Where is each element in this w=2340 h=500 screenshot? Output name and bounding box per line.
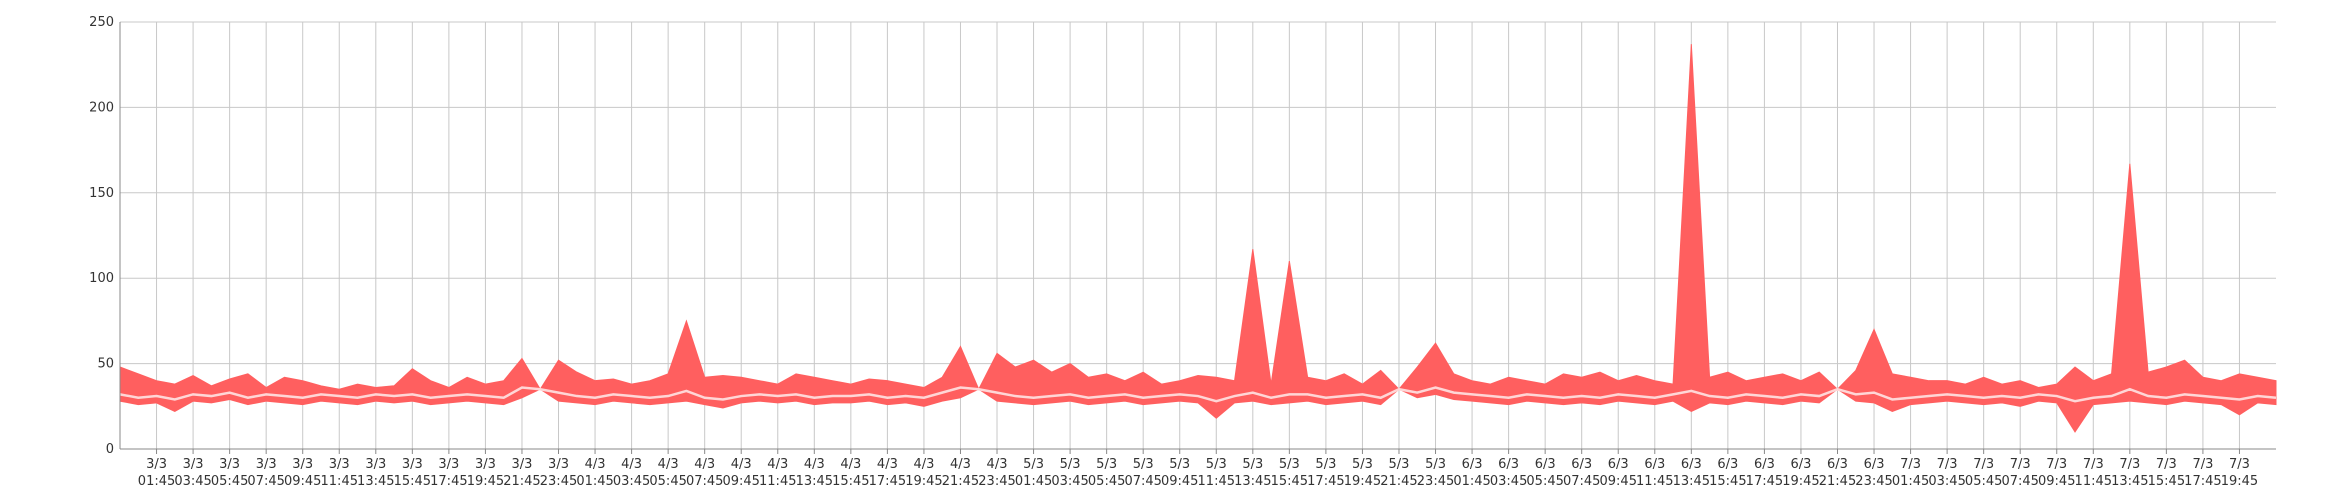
range-band [119,44,2277,433]
x-tick-label: 6/3 01:45 [1453,457,1490,489]
x-tick-label: 5/3 23:45 [1417,457,1454,489]
x-tick-label: 7/3 17:45 [2184,457,2221,489]
x-tick-label: 6/3 19:45 [1782,457,1819,489]
x-tick-label: 6/3 05:45 [1526,457,1563,489]
x-tick-label: 7/3 03:45 [1928,457,1965,489]
x-tick-label: 6/3 23:45 [1855,457,1892,489]
x-tick-label: 4/3 03:45 [613,457,650,489]
x-tick-label: 3/3 23:45 [540,457,577,489]
x-tick-label: 3/3 01:45 [138,457,175,489]
x-tick-label: 3/3 17:45 [430,457,467,489]
x-tick-label: 5/3 11:45 [1198,457,1235,489]
x-tick-label: 4/3 09:45 [722,457,759,489]
y-tick-label: 50 [97,357,114,372]
x-tick-label: 4/3 05:45 [649,457,686,489]
y-tick-label: 250 [89,15,114,30]
x-tick-label: 3/3 05:45 [211,457,248,489]
x-tick-label: 7/3 13:45 [2111,457,2148,489]
x-tick-label: 4/3 13:45 [796,457,833,489]
x-tick-label: 4/3 17:45 [869,457,906,489]
x-tick-label: 4/3 19:45 [905,457,942,489]
x-tick-label: 6/3 09:45 [1600,457,1637,489]
x-tick-label: 7/3 09:45 [2038,457,2075,489]
x-tick-label: 5/3 19:45 [1344,457,1381,489]
x-tick-label: 7/3 11:45 [2075,457,2112,489]
x-tick-label: 4/3 21:45 [942,457,979,489]
y-tick-label: 100 [89,271,114,286]
x-tick-label: 5/3 07:45 [1124,457,1161,489]
x-tick-label: 7/3 07:45 [2001,457,2038,489]
x-tick-label: 4/3 23:45 [978,457,1015,489]
x-tick-label: 4/3 15:45 [832,457,869,489]
x-tick-label: 7/3 01:45 [1892,457,1929,489]
x-tick-label: 3/3 19:45 [467,457,504,489]
x-tick-label: 5/3 15:45 [1271,457,1308,489]
y-tick-label: 200 [89,100,114,115]
x-tick-label: 3/3 21:45 [503,457,540,489]
x-tick-label: 4/3 07:45 [686,457,723,489]
x-tick-label: 5/3 13:45 [1234,457,1271,489]
x-tick-label: 7/3 15:45 [2148,457,2185,489]
x-tick-label: 5/3 03:45 [1051,457,1088,489]
x-tick-label: 6/3 11:45 [1636,457,1673,489]
x-tick-label: 7/3 19:45 [2221,457,2258,489]
x-tick-label: 5/3 21:45 [1380,457,1417,489]
average-line [119,386,2277,403]
x-tick-label: 6/3 13:45 [1673,457,1710,489]
x-tick-label: 6/3 07:45 [1563,457,1600,489]
x-tick-label: 3/3 15:45 [394,457,431,489]
x-tick-label: 5/3 09:45 [1161,457,1198,489]
x-tick-label: 4/3 11:45 [759,457,796,489]
x-tick-label: 3/3 07:45 [247,457,284,489]
x-tick-label: 3/3 09:45 [284,457,321,489]
x-tick-label: 5/3 17:45 [1307,457,1344,489]
y-tick-label: 150 [89,186,114,201]
x-tick-label: 6/3 17:45 [1746,457,1783,489]
x-tick-label: 3/3 13:45 [357,457,394,489]
x-tick-label: 6/3 15:45 [1709,457,1746,489]
x-tick-label: 5/3 05:45 [1088,457,1125,489]
x-tick-label: 6/3 03:45 [1490,457,1527,489]
x-tick-label: 5/3 01:45 [1015,457,1052,489]
x-tick-label: 3/3 03:45 [174,457,211,489]
x-tick-label: 6/3 21:45 [1819,457,1856,489]
y-tick-label: 0 [106,442,114,457]
x-tick-label: 7/3 05:45 [1965,457,2002,489]
x-tick-label: 3/3 11:45 [321,457,358,489]
x-tick-label: 4/3 01:45 [576,457,613,489]
